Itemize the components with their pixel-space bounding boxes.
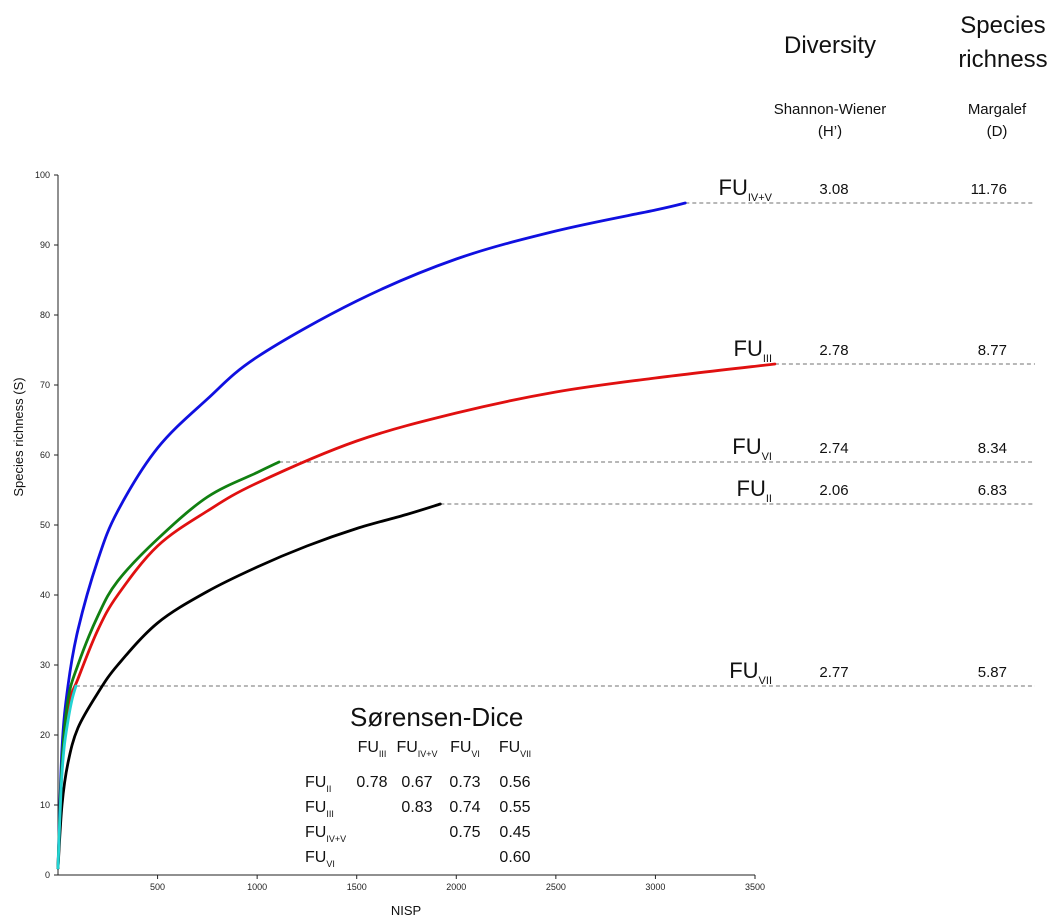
y-tick-label: 90 (40, 240, 50, 250)
y-ticks: 0 10 20 30 40 50 60 70 80 90 100 (35, 170, 58, 880)
series-lines (56, 201, 777, 870)
shannon-value-vi: 2.74 (819, 440, 848, 457)
fu-label-iv-v: FUIV+V (719, 175, 773, 204)
y-tick-label: 60 (40, 450, 50, 460)
sorensen-value: 0.55 (499, 799, 530, 816)
sorensen-col-header: FUIII (358, 739, 387, 759)
sorensen-col-header: FUVII (499, 739, 531, 759)
y-tick-label: 70 (40, 380, 50, 390)
shannon-heading-line2: (H’) (818, 123, 842, 140)
margalef-value-ii: 6.83 (978, 482, 1007, 499)
margalef-value-iii: 8.77 (978, 342, 1007, 359)
sorensen-row-header: FUII (305, 774, 331, 794)
shannon-value-vii: 2.77 (819, 664, 848, 681)
x-tick-label: 2000 (446, 882, 466, 892)
y-tick-label: 80 (40, 310, 50, 320)
x-tick-label: 3500 (745, 882, 765, 892)
x-tick-label: 500 (150, 882, 165, 892)
sorensen-value: 0.60 (499, 849, 530, 866)
margalef-value-vii: 5.87 (978, 664, 1007, 681)
y-tick-label: 0 (45, 870, 50, 880)
sorensen-row-header: FUIV+V (305, 824, 346, 844)
sorensen-value: 0.74 (449, 799, 480, 816)
sorensen-value: 0.56 (499, 774, 530, 791)
margalef-heading-line2: (D) (987, 123, 1008, 140)
fu-label-iii: FUIII (734, 336, 773, 365)
metric-headers: Diversity Species richness Shannon-Wiene… (774, 12, 1048, 140)
fu-label-vi: FUVI (732, 434, 772, 463)
shannon-value-ii: 2.06 (819, 482, 848, 499)
sorensen-value: 0.45 (499, 824, 530, 841)
fu-label-ii: FUII (737, 476, 772, 505)
y-tick-label: 100 (35, 170, 50, 180)
series-line-iv-v (56, 201, 687, 870)
x-tick-label: 1500 (347, 882, 367, 892)
sorensen-title: Sørensen-Dice (350, 702, 523, 732)
sorensen-col-header: FUVI (450, 739, 480, 759)
series-line-ii (56, 502, 442, 870)
series-line-iii (56, 362, 777, 870)
shannon-heading-line1: Shannon-Wiener (774, 101, 887, 118)
y-tick-label: 20 (40, 730, 50, 740)
diversity-heading: Diversity (784, 32, 876, 59)
sorensen-value: 0.75 (449, 824, 480, 841)
margalef-heading-line1: Margalef (968, 101, 1027, 118)
x-tick-label: 1000 (247, 882, 267, 892)
sorensen-col-header: FUIV+V (396, 739, 437, 759)
sorensen-row-header: FUIII (305, 799, 334, 819)
y-tick-label: 50 (40, 520, 50, 530)
margalef-value-vi: 8.34 (978, 440, 1007, 457)
series-line-vii (56, 684, 78, 870)
x-tick-label: 3000 (645, 882, 665, 892)
series-line-vi (56, 460, 281, 870)
sorensen-dice-table: Sørensen-Dice FUIII FUIV+V FUVI FUVII FUII 0.… (305, 702, 531, 869)
margalef-value-iv-v: 11.76 (971, 181, 1007, 198)
x-axis-label: NISP (391, 903, 421, 918)
y-tick-label: 40 (40, 590, 50, 600)
fu-metric-rows: FUIV+V 3.08 11.76 FUIII 2.78 8.77 FUVI 2.74 8.34… (719, 175, 1007, 687)
sorensen-value: 0.67 (401, 774, 432, 791)
y-axis-label: Species richness (S) (11, 377, 26, 496)
sorensen-row-header: FUVI (305, 849, 335, 869)
sorensen-value: 0.83 (401, 799, 432, 816)
axes (57, 175, 755, 876)
fu-label-vii: FUVII (729, 658, 772, 687)
reference-lines (75, 202, 1035, 687)
shannon-value-iii: 2.78 (819, 342, 848, 359)
species-richness-heading-line2: richness (958, 46, 1047, 73)
sorensen-value: 0.73 (449, 774, 480, 791)
x-ticks: 500 1000 1500 2000 2500 3000 3500 (150, 875, 765, 892)
y-tick-label: 30 (40, 660, 50, 670)
sorensen-value: 0.78 (356, 774, 387, 791)
x-tick-label: 2500 (546, 882, 566, 892)
shannon-value-iv-v: 3.08 (819, 181, 848, 198)
y-tick-label: 10 (40, 800, 50, 810)
species-richness-heading-line1: Species (960, 12, 1045, 39)
